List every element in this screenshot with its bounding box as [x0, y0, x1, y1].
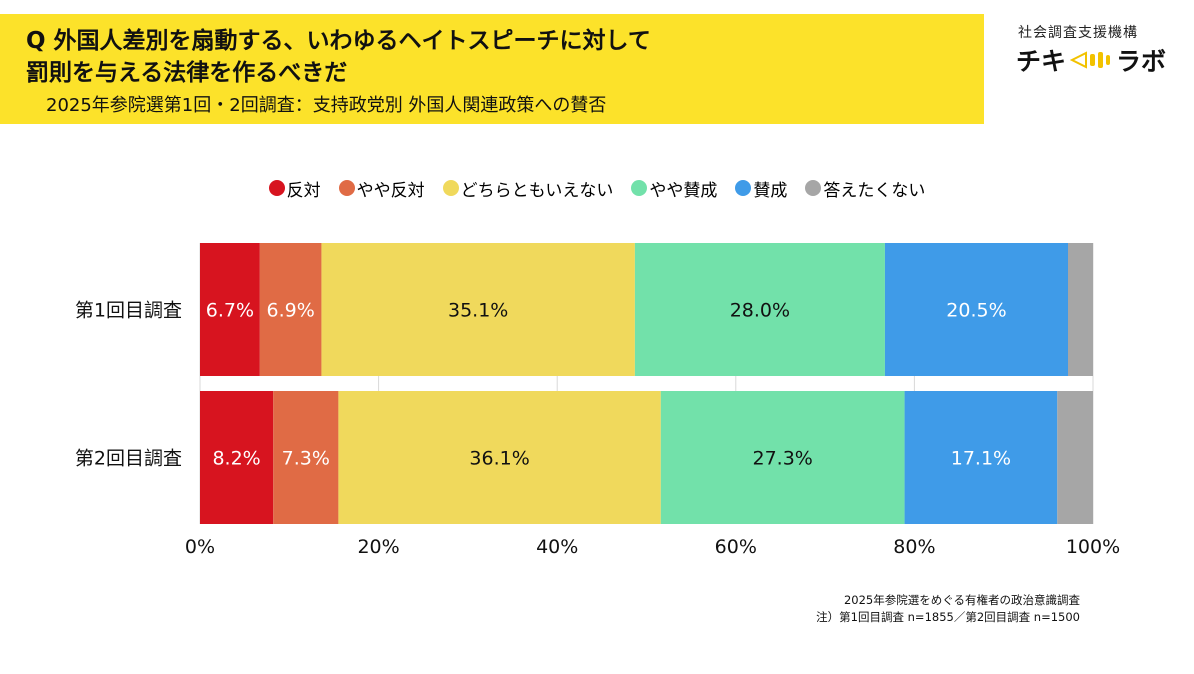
legend-item: 反対: [268, 176, 321, 201]
legend-swatch: [735, 180, 752, 196]
data-label: 36.1%: [469, 448, 529, 470]
data-label: 6.7%: [206, 300, 254, 322]
legend-swatch: [268, 180, 285, 196]
bar-segment: [338, 391, 661, 524]
question-title-line-2: 罰則を与える法律を作るべきだ: [26, 60, 348, 86]
logo-text-left: チキ: [1016, 47, 1067, 76]
legend-item: どちらともいえない: [442, 176, 614, 201]
data-label: 28.0%: [730, 300, 790, 322]
legend-label: やや賛成: [649, 180, 718, 201]
legend-label: 答えたくない: [823, 180, 926, 201]
bar-segment: [634, 243, 885, 376]
bar-segment: [884, 243, 1068, 376]
bar-segment: [1067, 243, 1093, 376]
bar-segment: [321, 243, 635, 376]
legend-swatch: [442, 180, 459, 196]
x-tick-label: 20%: [357, 536, 399, 558]
data-label: 7.3%: [282, 448, 330, 470]
category-label: 第1回目調査: [75, 300, 182, 322]
bar-segment: [904, 391, 1058, 524]
data-label: 6.9%: [266, 300, 314, 322]
data-label: 20.5%: [946, 300, 1006, 322]
logo-text-right: ラボ: [1116, 47, 1167, 76]
x-tick-label: 0%: [185, 536, 215, 558]
data-label: 35.1%: [448, 300, 508, 322]
legend-item: やや賛成: [631, 176, 717, 201]
bar-segment: [1057, 391, 1093, 524]
survey-subtitle: 2025年参院選第1回・2回調査：支持政党別 外国人関連政策への賛否: [46, 95, 607, 116]
x-tick-label: 60%: [715, 536, 757, 558]
legend-label: 賛成: [753, 180, 788, 201]
legend-label: やや反対: [356, 180, 425, 201]
bar-segment: [200, 243, 260, 376]
survey-note: 2025年参院選をめぐる有権者の政治意識調査 注）第1回目調査 n=1855／第…: [760, 592, 1080, 626]
legend-item: 賛成: [735, 176, 787, 201]
legend-label: どちらともいえない: [460, 180, 614, 201]
brand-logo: チキ ラボ: [1016, 42, 1166, 78]
data-label: 8.2%: [212, 448, 260, 470]
legend-item: やや反対: [338, 176, 425, 201]
question-title-line-1: Q 外国人差別を扇動する、いわゆるヘイトスピーチに対して: [26, 28, 651, 54]
x-tick-label: 100%: [1066, 536, 1120, 558]
data-label: 17.1%: [951, 448, 1011, 470]
legend-swatch: [338, 180, 355, 196]
category-label: 第2回目調査: [75, 448, 182, 470]
chart-legend: 反対 やや反対 どちらともいえない やや賛成 賛成 答えたくない: [0, 174, 1194, 202]
legend-item: 答えたくない: [805, 176, 925, 201]
note-line-2: 注）第1回目調査 n=1855／第2回目調査 n=1500: [816, 610, 1080, 624]
bar-segment: [660, 391, 905, 524]
speaker-icon: [1070, 51, 1111, 69]
bar-segment: [259, 243, 322, 376]
x-tick-label: 80%: [893, 536, 935, 558]
note-line-1: 2025年参院選をめぐる有権者の政治意識調査: [843, 593, 1080, 607]
x-tick-label: 40%: [536, 536, 578, 558]
legend-label: 反対: [286, 180, 321, 201]
data-label: 27.3%: [753, 448, 813, 470]
organization-name: 社会調査支援機構: [1018, 25, 1138, 41]
legend-swatch: [805, 180, 822, 196]
bar-segment: [200, 391, 274, 524]
legend-swatch: [631, 180, 648, 196]
title-banner: Q 外国人差別を扇動する、いわゆるヘイトスピーチに対して 罰則を与える法律を作る…: [0, 14, 984, 124]
bar-segment: [273, 391, 339, 524]
